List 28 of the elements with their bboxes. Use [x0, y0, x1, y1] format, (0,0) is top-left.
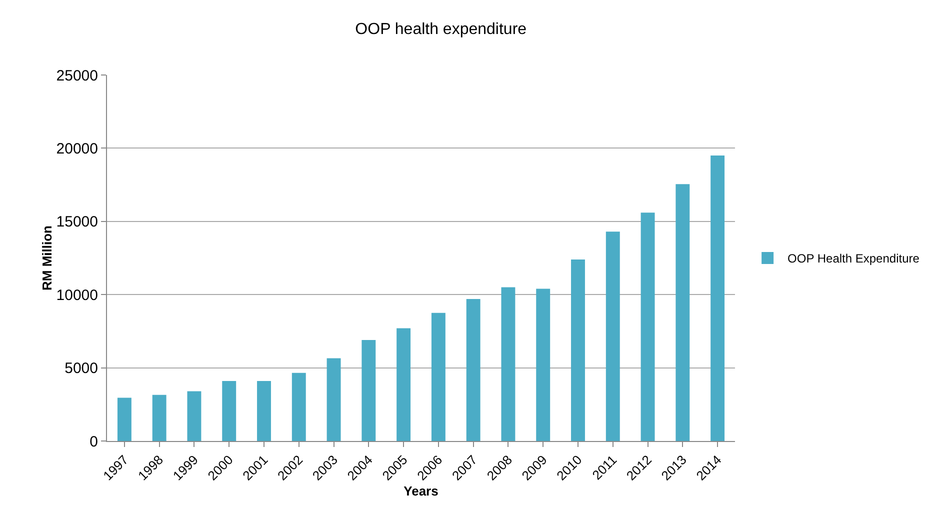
bar: [257, 380, 271, 441]
bar: [466, 298, 480, 441]
y-tick-label: 5000: [64, 360, 98, 378]
y-tick-label: 15000: [56, 214, 98, 231]
bar: [640, 212, 655, 441]
bar: [571, 259, 585, 441]
bar: [117, 398, 132, 441]
y-tick-label: 20000: [56, 140, 98, 158]
bar: [396, 328, 411, 441]
y-axis-title: RM Million: [39, 225, 54, 290]
bar: [187, 391, 202, 441]
y-tick-label: 25000: [56, 67, 98, 84]
bar: [326, 358, 341, 441]
bar: [292, 372, 306, 441]
bar: [222, 380, 236, 441]
bar: [606, 232, 620, 441]
bar: [431, 312, 446, 441]
bar: [152, 394, 166, 441]
chart-title: OOP health expenditure: [355, 21, 527, 38]
y-tick-label: 0: [90, 433, 98, 450]
bar: [676, 184, 690, 441]
y-tick-label: 10000: [56, 286, 98, 304]
x-axis-title: Years: [404, 483, 438, 498]
legend-label: OOP Health Expenditure: [788, 252, 920, 266]
bar: [501, 287, 516, 441]
bar: [536, 288, 550, 441]
bar: [362, 340, 376, 441]
bar: [710, 156, 725, 441]
